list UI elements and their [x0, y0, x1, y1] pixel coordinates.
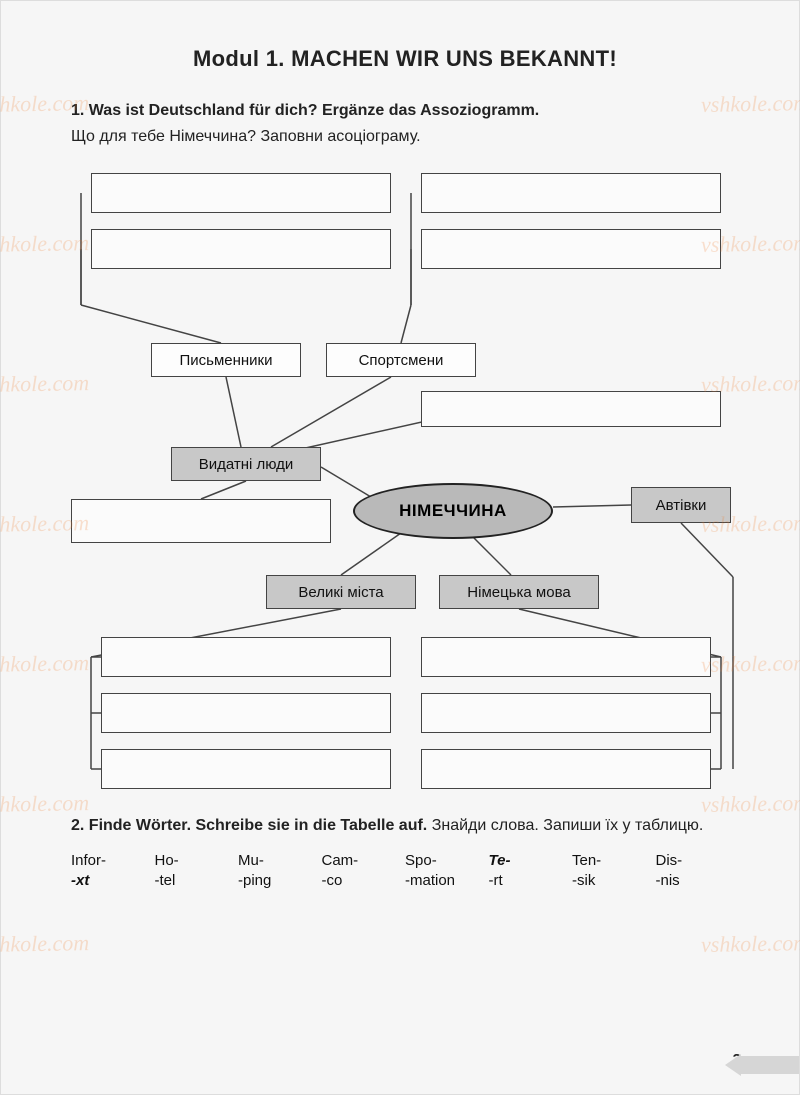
blank-box-bl3: [101, 749, 391, 789]
syllable-bottom: -sik: [572, 871, 656, 891]
syllable-pair: Ho--tel: [155, 851, 239, 892]
node-cars: Автівки: [631, 487, 731, 523]
blank-box-tr2: [421, 229, 721, 269]
syllable-pair: Spo--mation: [405, 851, 489, 892]
watermark: vshkole.com: [0, 930, 89, 958]
node-lang: Німецька мова: [439, 575, 599, 609]
watermark: vshkole.com: [701, 930, 800, 958]
blank-box-tr1: [421, 173, 721, 213]
syllable-pair: Cam--co: [322, 851, 406, 892]
syllable-top: Spo-: [405, 851, 489, 871]
syllable-top: Cam-: [322, 851, 406, 871]
syllable-top: Infor-: [71, 851, 155, 871]
syllable-pair: Ten--sik: [572, 851, 656, 892]
node-writers: Письменники: [151, 343, 301, 377]
blank-box-br1: [421, 637, 711, 677]
task2-uk: Знайди слова. Запиши їх у таблицю.: [427, 817, 703, 834]
footer-arrow: [741, 1056, 799, 1074]
syllable-pair: Infor--xt: [71, 851, 155, 892]
task2-de: 2. Finde Wörter. Schreibe sie in die Tab…: [71, 817, 427, 834]
blank-box-mr: [421, 391, 721, 427]
syllable-bottom: -rt: [489, 871, 573, 891]
associogram-diagram: Письменники Спортсмени Видатні люди Автівки…: [71, 157, 741, 797]
syllable-top: Te-: [489, 851, 573, 871]
task1-de: 1. Was ist Deutschland für dich? Ergänze…: [71, 102, 539, 119]
task2-text: 2. Finde Wörter. Schreibe sie in die Tab…: [71, 815, 739, 837]
syllable-top: Mu-: [238, 851, 322, 871]
syllable-top: Ho-: [155, 851, 239, 871]
syllable-row: Infor--xtHo--telMu--pingCam--coSpo--mati…: [71, 851, 739, 892]
blank-box-tl1: [91, 173, 391, 213]
blank-box-ml: [71, 499, 331, 543]
node-people: Видатні люди: [171, 447, 321, 481]
task1-line1: 1. Was ist Deutschland für dich? Ergänze…: [71, 100, 739, 122]
syllable-top: Ten-: [572, 851, 656, 871]
blank-box-bl2: [101, 693, 391, 733]
worksheet-page: Modul 1. MACHEN WIR UNS BEKANNT! 1. Was …: [0, 0, 800, 1095]
syllable-bottom: -tel: [155, 871, 239, 891]
syllable-pair: Te--rt: [489, 851, 573, 892]
syllable-bottom: -co: [322, 871, 406, 891]
blank-box-bl1: [101, 637, 391, 677]
syllable-bottom: -ping: [238, 871, 322, 891]
syllable-pair: Dis--nis: [656, 851, 740, 892]
center-oval: НІМЕЧЧИНА: [353, 483, 553, 539]
task1-line2: Що для тебе Німеччина? Заповни асоціогра…: [71, 126, 739, 148]
page-title: Modul 1. MACHEN WIR UNS BEKANNT!: [71, 46, 739, 72]
blank-box-br3: [421, 749, 711, 789]
syllable-top: Dis-: [656, 851, 740, 871]
node-athletes: Спортсмени: [326, 343, 476, 377]
blank-box-br2: [421, 693, 711, 733]
blank-box-tl2: [91, 229, 391, 269]
syllable-pair: Mu--ping: [238, 851, 322, 892]
syllable-bottom: -mation: [405, 871, 489, 891]
syllable-bottom: -nis: [656, 871, 740, 891]
node-cities: Великі міста: [266, 575, 416, 609]
syllable-bottom: -xt: [71, 871, 155, 891]
